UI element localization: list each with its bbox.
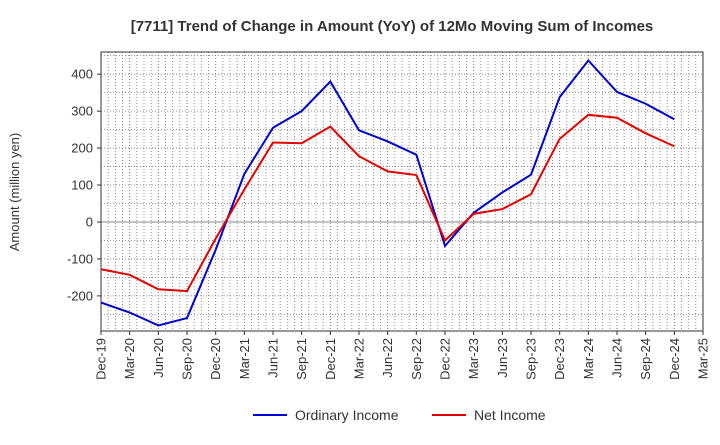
y-tick-label: 200 xyxy=(71,141,93,156)
x-tick-label: Mar-21 xyxy=(237,338,252,379)
x-tick-label: Dec-21 xyxy=(323,338,338,380)
x-tick-label: Mar-23 xyxy=(466,338,481,379)
x-tick-label: Mar-25 xyxy=(696,338,711,379)
x-tick-label: Dec-23 xyxy=(552,338,567,380)
x-tick-label: Dec-22 xyxy=(438,338,453,380)
x-tick-label: Jun-21 xyxy=(266,338,281,378)
x-tick-label: Jun-24 xyxy=(610,338,625,378)
plot-area: 400 300 200 100 0 -100 -200 Dec-19 Mar-20 Jun-20 S… xyxy=(67,52,711,380)
y-tick-label: 0 xyxy=(86,214,93,229)
x-tick-label: Sep-20 xyxy=(180,338,195,380)
y-tick-label: 300 xyxy=(71,104,93,119)
y-tick-label: 100 xyxy=(71,178,93,193)
x-tick-label: Dec-20 xyxy=(208,338,223,380)
y-tick-label: -100 xyxy=(67,251,93,266)
y-axis-label: Amount (million yen) xyxy=(7,133,22,252)
y-tick-label: 400 xyxy=(71,67,93,82)
x-tick-label: Jun-22 xyxy=(380,338,395,378)
legend: Ordinary Income Net Income xyxy=(253,407,546,423)
x-tick-label: Mar-22 xyxy=(352,338,367,379)
y-tick-label: -200 xyxy=(67,288,93,303)
legend-label: Ordinary Income xyxy=(295,407,399,423)
x-tick-label: Mar-20 xyxy=(122,338,137,379)
x-tick-label: Sep-21 xyxy=(294,338,309,380)
x-tick-label: Sep-24 xyxy=(638,338,653,380)
x-tick-label: Jun-20 xyxy=(151,338,166,378)
x-tick-label: Sep-23 xyxy=(524,338,539,380)
x-tick-label: Dec-24 xyxy=(667,338,682,380)
legend-label: Net Income xyxy=(474,407,546,423)
x-tick-label: Jun-23 xyxy=(495,338,510,378)
chart-title: [7711] Trend of Change in Amount (YoY) o… xyxy=(131,18,654,35)
x-tick-label: Mar-24 xyxy=(581,338,596,379)
x-tick-label: Sep-22 xyxy=(409,338,424,380)
x-tick-label: Dec-19 xyxy=(94,338,109,380)
